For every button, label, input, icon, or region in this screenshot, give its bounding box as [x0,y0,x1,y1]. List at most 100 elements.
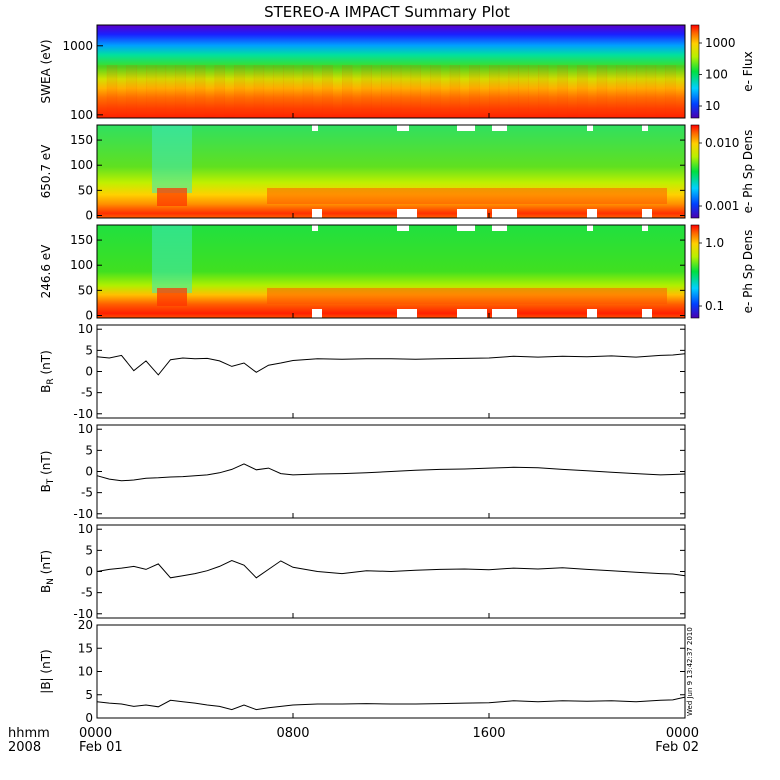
colorbar-label: e- Ph Sp Dens [741,130,755,214]
heatmap-cell [342,65,353,118]
series-line [96,559,686,579]
data-gap [457,209,487,218]
time-tick-label: 1600 [472,726,505,741]
colorbar [690,124,700,219]
heatmap-cell [636,65,647,118]
heatmap-cell [126,65,137,118]
y-tick-label: 10 [78,322,93,336]
y-tick-label: 0 [85,465,93,479]
swea-heatmap [97,25,685,118]
heatmap-cell [626,65,637,118]
data-gap [397,225,409,231]
y-tick-label: 10 [78,665,93,679]
heatmap-cell [420,65,431,118]
y-tick-label: 0 [85,711,93,725]
data-gap [457,125,475,131]
heatmap-cell [557,65,568,118]
year-label: 2008 [8,740,41,755]
heatmap-cell [146,65,157,118]
data-gap [312,309,322,318]
colorbar-label: e- Ph Sp Dens [741,230,755,314]
data-gap [397,209,417,218]
panel-1: 1000 100 10 e- Flux 1000 100 SWEA (eV) [39,24,755,122]
data-gap [312,125,318,131]
time-tick-label: 0000 [79,726,112,741]
y-tick-label: 0 [85,365,93,379]
heatmap-cell [214,65,225,118]
heatmap-cell [267,188,667,204]
y-tick-label: 15 [78,641,93,655]
heatmap-cell [97,65,108,118]
heatmap-cell [273,65,284,118]
colorbar [690,24,700,119]
heatmap-cell [655,65,666,118]
y-tick-label: 100 [70,108,93,122]
data-gap [492,209,517,218]
y-axis-label: |B| (nT) [39,649,53,693]
heatmap-cell [400,65,412,118]
heatmap-cell [645,65,657,118]
heatmap-cell [204,65,216,118]
heatmap-cell [469,65,480,118]
panel-6: 10 5 0 -5 -10 BN (nT) [39,522,686,621]
y-axis-label: SWEA (eV) [39,39,53,103]
heatmap-cell [136,65,147,118]
heatmap-cell [351,65,363,118]
heatmap-cell [195,65,206,118]
heatmap-cell [283,65,294,118]
data-gap [587,209,597,218]
heatmap-cell [616,65,627,118]
heatmap-cell [116,65,127,118]
data-gap [642,125,648,131]
data-gap [492,309,517,318]
series-line [96,463,686,482]
data-gap [397,125,409,131]
y-tick-label: 100 [70,258,93,272]
heatmap-cell [538,65,549,118]
y-tick-label: -10 [73,507,93,521]
data-gap [642,209,652,218]
y-tick-label: 50 [78,283,93,297]
y-tick-label: 0 [85,208,93,222]
y-tick-label: -10 [73,407,93,421]
heatmap-cell [665,65,676,118]
panel-frame [96,124,686,219]
heatmap-cell [371,65,382,118]
panel-7: 20 15 10 5 0 |B| (nT) [39,618,686,725]
heatmap-cell [606,65,617,118]
date-tick-label: Feb 02 [655,740,699,755]
heatmap-cell [449,65,461,118]
heatmap-cell [152,125,192,193]
y-tick-label: 0 [85,565,93,579]
y-axis-label: 650.7 eV [39,144,53,199]
data-gap [587,309,597,318]
heatmap-cell [263,65,274,118]
y-tick-label: 150 [70,233,93,247]
heatmap-cell [234,65,245,118]
y-tick-label: -5 [81,586,93,600]
heatmap-cell [430,65,441,118]
data-gap [587,125,593,131]
heatmap-cell [175,65,186,118]
heatmap-cell [547,65,559,118]
heatmap-cell [106,65,118,118]
heatmap-cell [675,65,686,118]
heatmap-cell [361,65,372,118]
colorbar-tick-label: 1000 [705,36,736,50]
data-gap [587,225,593,231]
heatmap-cell [410,65,421,118]
heatmap-cell [312,65,323,118]
y-tick-label: 0 [85,308,93,322]
y-axis-label: BN (nT) [39,550,56,593]
heatmap-cell [440,65,451,118]
y-axis-label: BT (nT) [39,451,56,493]
panel-frame [96,324,686,419]
heatmap-cell [155,65,167,118]
series-line [96,353,686,376]
heatmap-cell [302,65,314,118]
y-tick-label: 1000 [62,39,93,53]
colorbar-tick-label: 0.001 [705,199,739,213]
heatmap-cell [267,288,667,304]
colorbar-tick-label: 0.1 [705,299,724,313]
